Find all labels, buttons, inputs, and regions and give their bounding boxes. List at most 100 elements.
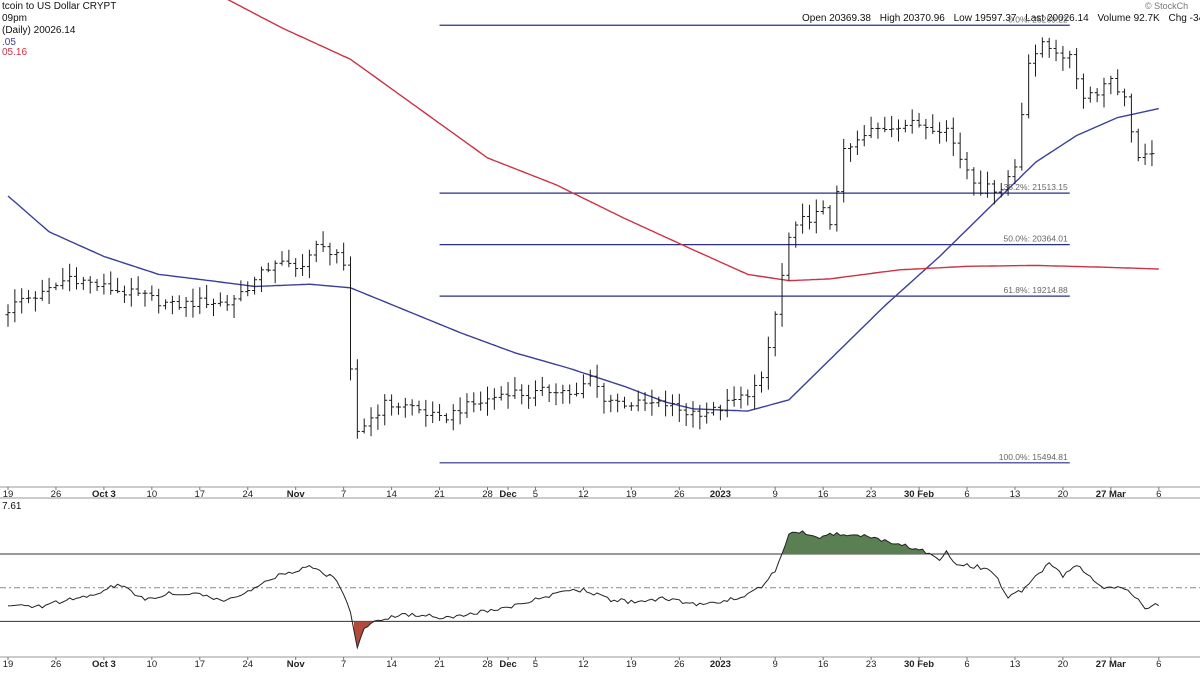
ohlc-bar [265, 262, 271, 273]
ohlc-bar [423, 399, 429, 427]
ohlc-bar [156, 288, 162, 314]
ohlc-bar [498, 386, 504, 401]
indicator-x-axis-tick-label: 21 [434, 659, 445, 670]
price-x-axis-tick-label: 6 [1156, 489, 1161, 500]
indicator-x-axis-tick-label: 7 [341, 659, 346, 670]
ohlc-bar [211, 298, 216, 317]
ohlc-bar [916, 113, 922, 128]
indicator-x-axis-tick-label: 26 [51, 659, 62, 670]
ohlc-bar [101, 273, 107, 295]
ohlc-bar [443, 413, 449, 424]
price-x-axis-tick-label: Nov [287, 489, 306, 500]
ohlc-bar [587, 369, 593, 387]
ohlc-bar [53, 282, 59, 291]
indicator-x-axis-tick-label: 19 [3, 659, 14, 670]
ohlc-bar [841, 138, 847, 203]
indicator-x-axis-tick-label: 17 [195, 659, 206, 670]
ohlc-bar [306, 249, 312, 279]
price-x-axis-tick-label: 19 [626, 489, 637, 500]
ohlc-bar [478, 391, 484, 411]
ohlc-bar [1115, 69, 1121, 96]
ohlc-bar [1128, 93, 1134, 143]
ohlc-bar [430, 401, 436, 424]
indicator-x-axis-tick-label: 26 [674, 659, 685, 670]
ohlc-bar [800, 203, 806, 234]
indicator-x-axis-tick-label: 20 [1058, 659, 1069, 670]
open-label: Open [802, 13, 827, 24]
ma-slow-value: 05.16 [2, 47, 28, 58]
ma-fast-line [7, 107, 1159, 412]
ohlc-bar [1135, 128, 1141, 162]
ohlc-bar [231, 294, 237, 318]
ohlc-bar [834, 185, 840, 232]
ohlc-bar [923, 118, 929, 140]
watermark: © StockCh [1145, 1, 1189, 11]
ohlc-bar [368, 407, 374, 437]
fib-level-label: 38.2%: 21513.15 [1003, 182, 1068, 192]
price-grid [0, 486, 1200, 658]
ohlc-bar [711, 402, 717, 416]
moving-averages [7, 0, 1159, 412]
ohlc-bar [204, 284, 210, 309]
ohlc-bar [327, 242, 333, 266]
ohlc-bar [848, 143, 854, 162]
ohlc-bar [957, 132, 963, 169]
indicator-x-axis-tick-label: 23 [866, 659, 877, 670]
ohlc-bar [416, 400, 422, 414]
ohlc-bar [930, 114, 936, 134]
fib-level-label: 100.0%: 15494.81 [999, 452, 1068, 462]
indicator-x-axis-tick-label: 13 [1010, 659, 1021, 670]
indicator-line [7, 530, 1160, 650]
fib-level-label: 0.0%: 25259.22 [1008, 14, 1068, 24]
ohlc-bar [32, 291, 38, 312]
ohlc-bar [19, 288, 25, 314]
ohlc-bar [978, 170, 984, 196]
ohlc-bar [286, 249, 292, 268]
price-x-axis-tick-label: 24 [242, 489, 253, 500]
ohlc-bar [574, 382, 580, 397]
price-x-axis-tick-label: Oct 3 [92, 489, 116, 500]
ohlc-bar [902, 119, 908, 133]
indicator-x-axis-tick-label: 16 [818, 659, 829, 670]
ma-fast-value: .05 [2, 37, 16, 48]
ohlc-bar [1005, 170, 1011, 196]
ohlc-bar [532, 380, 538, 407]
ohlc-bar [724, 388, 730, 418]
chg-value: -343.24 (-1 [1189, 13, 1200, 24]
ohlc-bar [457, 397, 463, 425]
price-x-axis-tick-label: 13 [1010, 489, 1021, 500]
indicator-x-axis-tick-label: 5 [533, 659, 538, 670]
price-x-axis-tick-label: 26 [674, 489, 685, 500]
last-label: Last [1025, 13, 1045, 24]
ohlc-bar [580, 374, 586, 399]
ohlc-bar [622, 396, 627, 409]
indicator-x-axis-tick-label: 19 [626, 659, 637, 670]
ohlc-bar [341, 242, 347, 271]
ohlc-bar [12, 289, 18, 323]
indicator-x-axis-tick-label: 24 [242, 659, 253, 670]
ohlc-bar [450, 404, 456, 431]
ohlc-bar [245, 281, 251, 297]
ohlc-bar [169, 295, 175, 315]
indicator-x-axis-tick-label: Dec [499, 659, 516, 670]
ohlc-bar [875, 122, 881, 139]
ohlc-bar [121, 285, 127, 303]
ohlc-bar [39, 279, 45, 301]
ohlc-bar [142, 290, 148, 307]
indicator-x-axis-tick-label: 9 [773, 659, 778, 670]
ohlc-bar [690, 401, 696, 428]
ohlc-bar [115, 277, 121, 294]
ohlc-bar [80, 277, 86, 290]
price-x-axis: 19 26 Oct 3 10 17 24 Nov 7 14 21 28 Dec 5 12 19 26 2023 9… [3, 487, 1161, 500]
ohlc-bar [943, 120, 949, 142]
indicator-x-axis: 19 26 Oct 3 10 17 24 Nov 7 14 21 28 Dec 5 12 19 26 2023 9… [3, 657, 1161, 670]
ohlc-bar [560, 384, 566, 404]
high-value: 20370.96 [903, 13, 945, 24]
ohlc-bar [135, 276, 141, 297]
ohlc-bar [759, 371, 764, 393]
ohlc-bar [889, 115, 895, 138]
indicator-x-axis-tick-label: Nov [287, 659, 306, 670]
ohlc-bar [752, 374, 758, 410]
price-x-axis-tick-label: 30 Feb [904, 489, 934, 500]
price-x-axis-tick-label: 28 [482, 489, 493, 500]
